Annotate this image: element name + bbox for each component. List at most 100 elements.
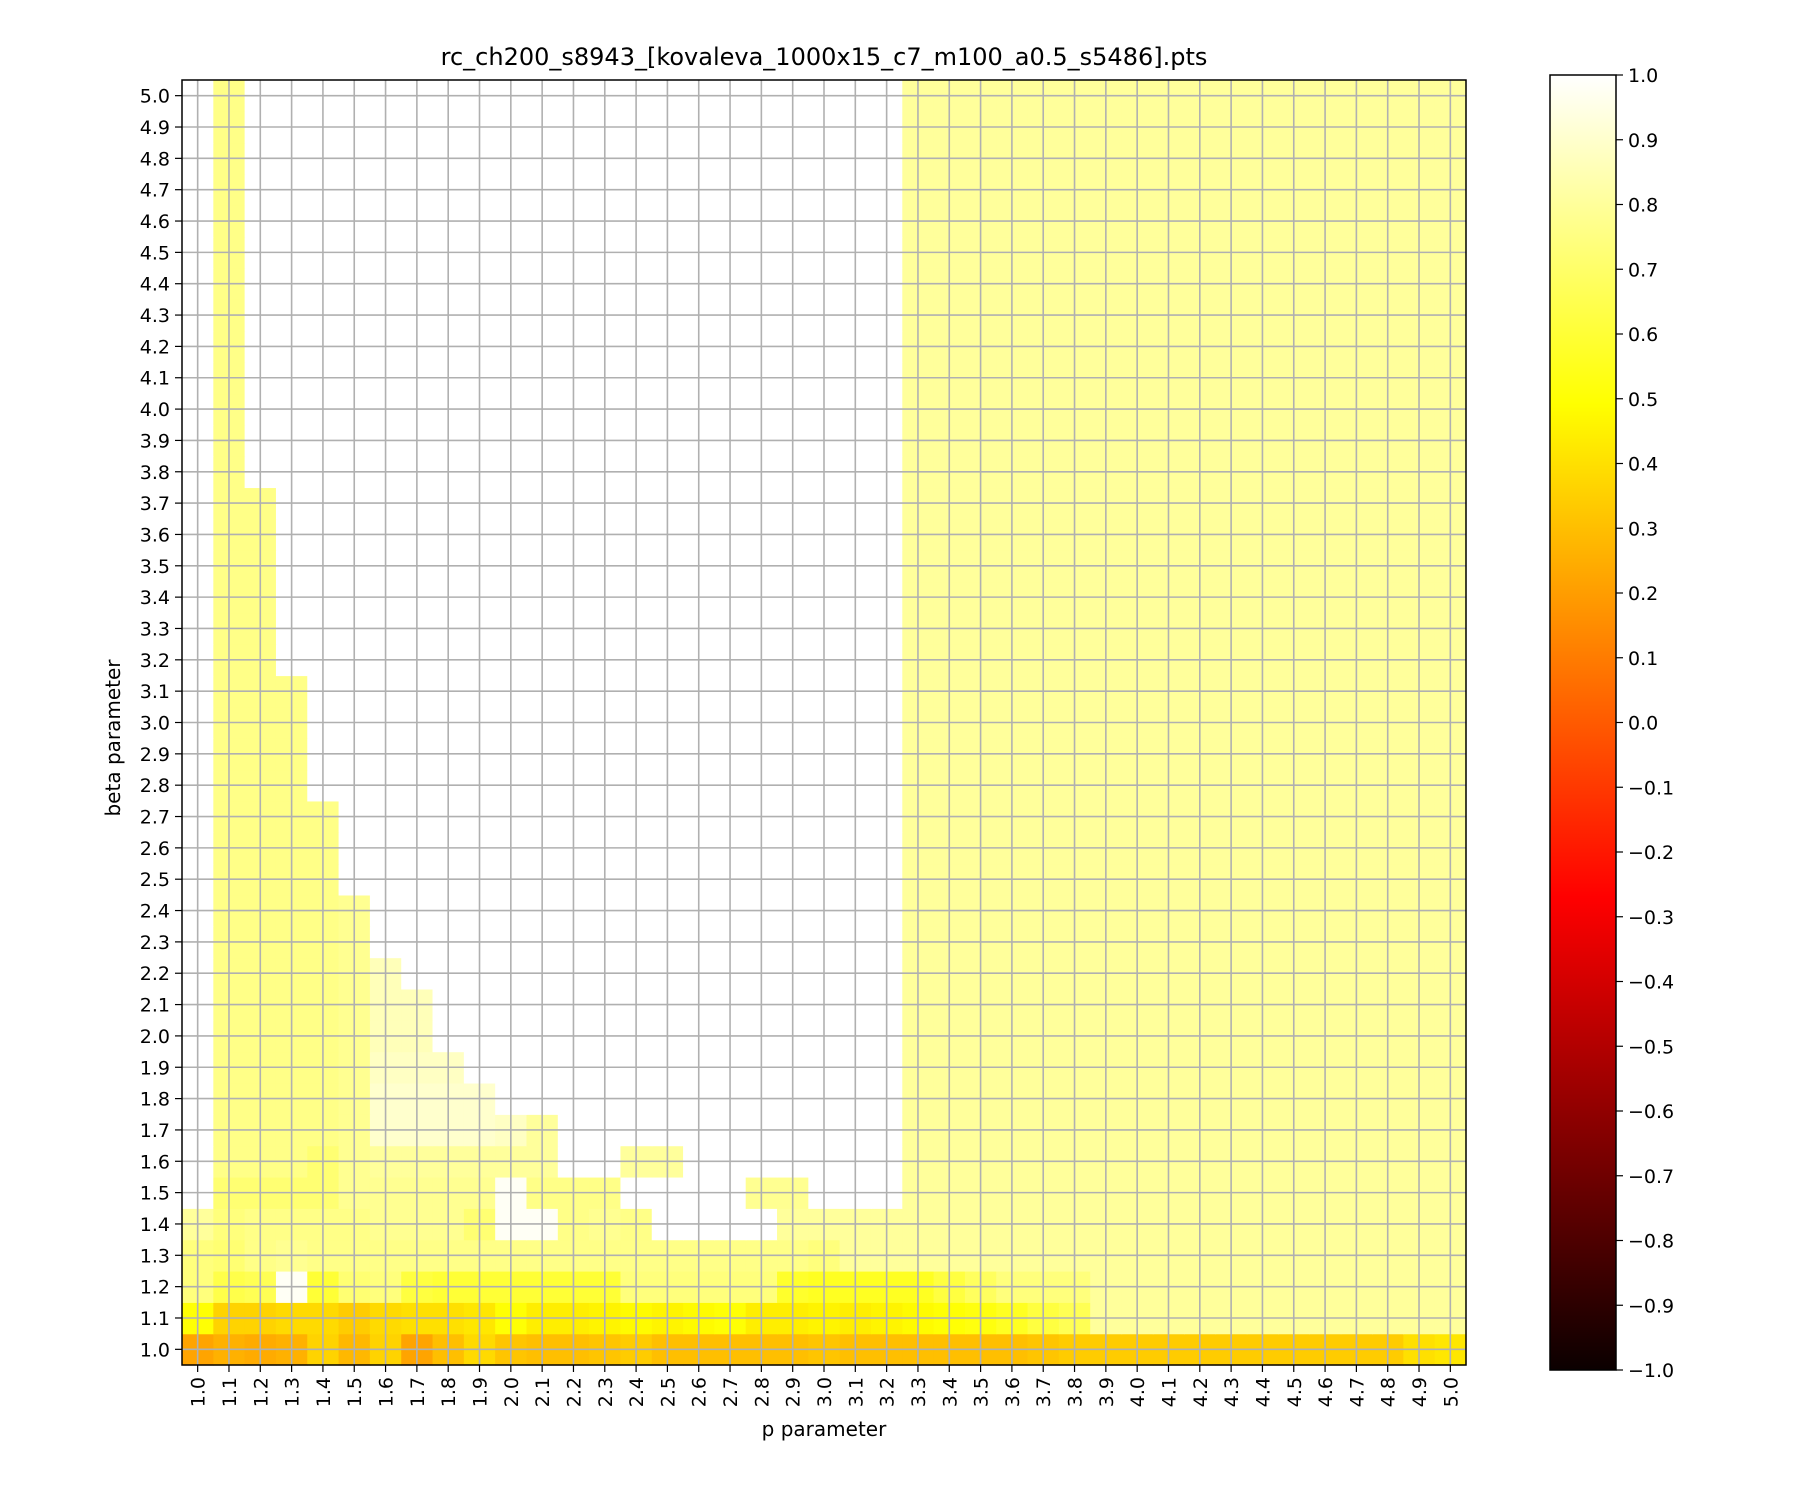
- x-tick-label: 4.0: [1127, 1377, 1149, 1407]
- y-tick-label: 2.7: [140, 807, 170, 829]
- y-axis-label: beta parameter: [101, 659, 125, 817]
- y-tick-label: 4.6: [140, 211, 170, 233]
- colorbar-tick-label: 0.8: [1628, 195, 1658, 217]
- x-tick-label: 2.8: [751, 1377, 773, 1407]
- x-tick-label: 5.0: [1440, 1377, 1462, 1407]
- x-tick-label: 1.5: [344, 1377, 366, 1407]
- x-tick-label: 2.6: [689, 1377, 711, 1407]
- x-tick-label: 4.9: [1409, 1377, 1431, 1407]
- x-tick-label: 2.1: [532, 1377, 554, 1407]
- y-tick-label: 4.5: [140, 242, 170, 264]
- colorbar-tick-label: −0.5: [1628, 1036, 1674, 1058]
- y-tick-label: 4.8: [140, 148, 170, 170]
- x-tick-label: 3.4: [939, 1377, 961, 1407]
- x-tick-label: 2.5: [657, 1377, 679, 1407]
- x-tick-label: 3.1: [845, 1377, 867, 1407]
- colorbar-tick-label: −0.6: [1628, 1101, 1674, 1123]
- y-tick-label: 4.2: [140, 336, 170, 358]
- x-tick-label: 3.8: [1065, 1377, 1087, 1407]
- y-tick-label: 3.0: [140, 713, 170, 735]
- y-tick-label: 1.8: [140, 1089, 170, 1111]
- colorbar-tick-label: 0.7: [1628, 259, 1658, 281]
- colorbar-tick-label: 0.6: [1628, 324, 1658, 346]
- y-tick-label: 2.6: [140, 838, 170, 860]
- y-tick-label: 3.1: [140, 681, 170, 703]
- y-tick-label: 2.5: [140, 869, 170, 891]
- y-tick-label: 2.1: [140, 995, 170, 1017]
- colorbar-tick-label: −0.7: [1628, 1166, 1674, 1188]
- colorbar-tick-label: −0.1: [1628, 777, 1674, 799]
- y-tick-label: 3.8: [140, 462, 170, 484]
- heatmap-grid: [182, 80, 1466, 1365]
- y-tick-label: 3.3: [140, 618, 170, 640]
- colorbar-tick-label: 0.9: [1628, 130, 1658, 152]
- y-tick-label: 3.2: [140, 650, 170, 672]
- x-tick-label: 4.5: [1284, 1377, 1306, 1407]
- x-tick-label: 3.2: [877, 1377, 899, 1407]
- colorbar-tick-label: −0.8: [1628, 1231, 1674, 1253]
- colorbar-tick-label: −0.9: [1628, 1295, 1674, 1317]
- x-tick-label: 4.7: [1346, 1377, 1368, 1407]
- y-tick-label: 2.3: [140, 932, 170, 954]
- x-tick-label: 4.8: [1378, 1377, 1400, 1407]
- y-tick-label: 4.0: [140, 399, 170, 421]
- y-tick-label: 3.7: [140, 493, 170, 515]
- x-tick-label: 3.0: [814, 1377, 836, 1407]
- y-tick-label: 4.3: [140, 305, 170, 327]
- y-tick-label: 1.5: [140, 1183, 170, 1205]
- x-tick-label: 4.3: [1221, 1377, 1243, 1407]
- y-tick-label: 5.0: [140, 86, 170, 108]
- chart-title: rc_ch200_s8943_[kovaleva_1000x15_c7_m100…: [441, 43, 1208, 71]
- y-tick-label: 3.4: [140, 587, 170, 609]
- x-axis-label: p parameter: [762, 1417, 887, 1441]
- x-tick-label: 2.4: [626, 1377, 648, 1407]
- y-tick-label: 4.7: [140, 180, 170, 202]
- colorbar-tick-label: 0.4: [1628, 454, 1658, 476]
- colorbar-tick-label: 0.5: [1628, 389, 1658, 411]
- colorbar-tick-label: 0.3: [1628, 518, 1658, 540]
- y-tick-label: 4.9: [140, 117, 170, 139]
- x-tick-label: 4.1: [1158, 1377, 1180, 1407]
- y-tick-label: 1.9: [140, 1057, 170, 1079]
- y-axis-ticks: 1.0 1.1 1.2 1.3 1.4 1.5 1.6 1.7 1.8 1.9 2.0 2.1 2.2 2…: [140, 86, 182, 1361]
- colorbar: [1549, 74, 1617, 1371]
- x-tick-label: 2.3: [595, 1377, 617, 1407]
- x-axis-ticks: 1.0 1.1 1.2 1.3 1.4 1.5 1.6 1.7 1.8 1.9 2.0 2.1 2.2 2…: [188, 1365, 1462, 1407]
- y-tick-label: 4.1: [140, 368, 170, 390]
- y-tick-label: 3.5: [140, 556, 170, 578]
- y-tick-label: 2.9: [140, 744, 170, 766]
- x-tick-label: 1.2: [250, 1377, 272, 1407]
- x-tick-label: 1.4: [313, 1377, 335, 1407]
- colorbar-tick-label: −0.3: [1628, 907, 1674, 929]
- y-tick-label: 3.6: [140, 524, 170, 546]
- colorbar-tick-label: 0.0: [1628, 713, 1658, 735]
- x-tick-label: 3.5: [971, 1377, 993, 1407]
- y-tick-label: 2.2: [140, 963, 170, 985]
- x-tick-label: 3.3: [908, 1377, 930, 1407]
- y-tick-label: 2.0: [140, 1026, 170, 1048]
- x-tick-label: 1.1: [219, 1377, 241, 1407]
- x-tick-label: 2.7: [720, 1377, 742, 1407]
- colorbar-tick-label: 0.2: [1628, 583, 1658, 605]
- x-tick-label: 1.0: [188, 1377, 210, 1407]
- x-tick-label: 1.7: [407, 1377, 429, 1407]
- x-tick-label: 4.6: [1315, 1377, 1337, 1407]
- y-tick-label: 1.0: [140, 1339, 170, 1361]
- colorbar-tick-label: 1.0: [1628, 65, 1658, 87]
- y-tick-label: 1.2: [140, 1277, 170, 1299]
- x-tick-label: 1.9: [470, 1377, 492, 1407]
- y-tick-label: 1.1: [140, 1308, 170, 1330]
- x-tick-label: 2.2: [563, 1377, 585, 1407]
- y-tick-label: 1.7: [140, 1120, 170, 1142]
- x-tick-label: 3.6: [1002, 1377, 1024, 1407]
- y-tick-label: 1.3: [140, 1245, 170, 1267]
- x-tick-label: 1.3: [282, 1377, 304, 1407]
- x-tick-label: 3.7: [1033, 1377, 1055, 1407]
- x-tick-label: 2.0: [501, 1377, 523, 1407]
- colorbar-ticks: 1.0 0.9 0.8 0.7 0.6 0.5 0.4 0.3 0.2 0.1 0.0 −0.1 −0.…: [1616, 65, 1674, 1382]
- colorbar-tick-label: −0.4: [1628, 972, 1674, 994]
- y-tick-label: 2.4: [140, 901, 170, 923]
- x-tick-label: 1.6: [376, 1377, 398, 1407]
- x-tick-label: 1.8: [438, 1377, 460, 1407]
